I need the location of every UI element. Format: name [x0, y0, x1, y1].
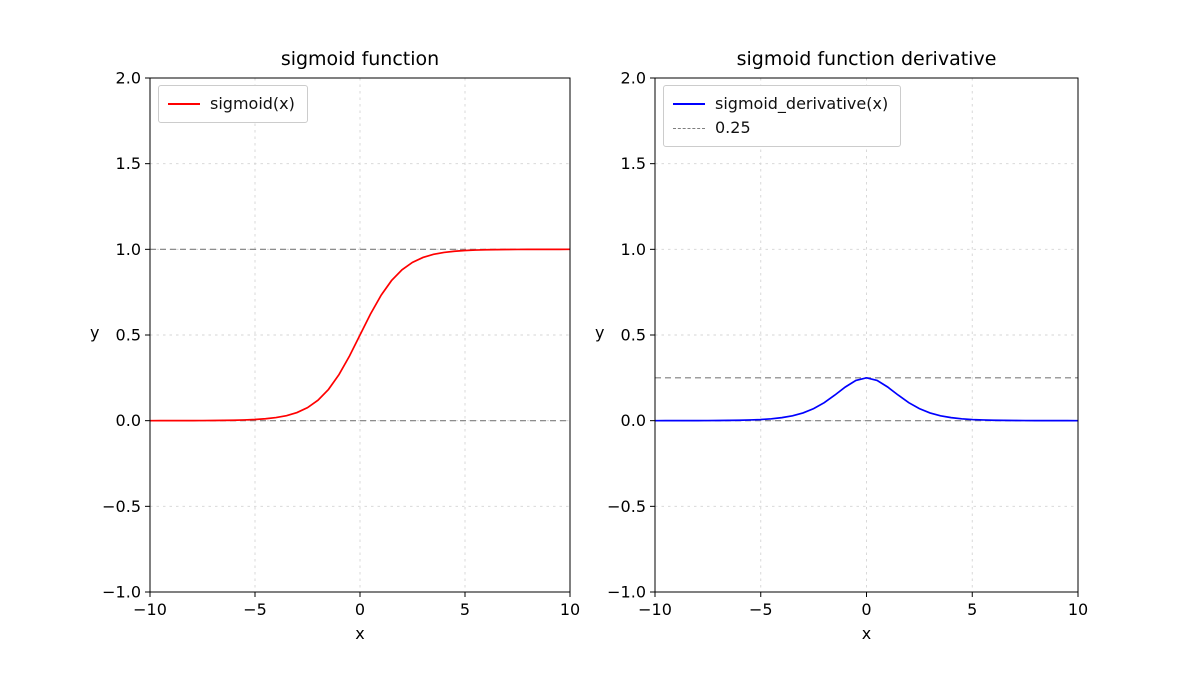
svg-text:−1.0: −1.0: [607, 583, 646, 602]
svg-text:0.0: 0.0: [116, 411, 141, 430]
svg-text:10: 10: [560, 600, 580, 619]
legend-item: sigmoid_derivative(x): [673, 92, 888, 116]
legend-dashed-line-sample: [673, 127, 705, 129]
x-axis-label: x: [861, 624, 872, 643]
svg-text:−0.5: −0.5: [102, 497, 141, 516]
legend-item: sigmoid(x): [168, 92, 295, 116]
svg-text:0: 0: [355, 600, 365, 619]
legend-label: 0.25: [715, 118, 751, 137]
plot-canvas-sigmoid-derivative: −10 −5 0 5 10 −1.0 −0.5 0.0 0.5 1.0 1.5 2.0: [607, 69, 1088, 620]
svg-text:2.0: 2.0: [621, 69, 646, 88]
legend-sigmoid: sigmoid(x): [158, 85, 308, 123]
legend-item: 0.25: [673, 116, 888, 140]
plot-canvas-sigmoid: −10 −5 0 5 10 −1.0 −0.5 0.0 0.5 1.0 1.5 2.0: [102, 69, 580, 620]
svg-text:2.0: 2.0: [116, 69, 141, 88]
svg-text:5: 5: [460, 600, 470, 619]
svg-text:−1.0: −1.0: [102, 583, 141, 602]
svg-text:1.5: 1.5: [116, 154, 141, 173]
subplot-sigmoid: −10 −5 0 5 10 −1.0 −0.5 0.0 0.5 1.0 1.5 2.0 sigmoid…: [90, 48, 580, 643]
svg-text:5: 5: [967, 600, 977, 619]
x-axis-label: x: [355, 624, 365, 643]
svg-text:−10: −10: [133, 600, 167, 619]
svg-text:1.5: 1.5: [621, 154, 646, 173]
plot-title-sigmoid-derivative: sigmoid function derivative: [736, 48, 997, 70]
svg-text:0.5: 0.5: [621, 326, 646, 345]
y-axis-label: y: [90, 323, 100, 342]
svg-text:1.0: 1.0: [116, 240, 141, 259]
svg-text:0.5: 0.5: [116, 326, 141, 345]
svg-text:0: 0: [861, 600, 871, 619]
y-axis-label: y: [595, 323, 605, 342]
legend-sigmoid-derivative: sigmoid_derivative(x) 0.25: [663, 85, 902, 147]
subplot-sigmoid-derivative: −10 −5 0 5 10 −1.0 −0.5 0.0 0.5 1.0 1.5 2.0 sigmoid…: [595, 0, 1200, 675]
legend-line-sample: [168, 103, 200, 105]
svg-text:0.0: 0.0: [621, 411, 646, 430]
svg-text:−0.5: −0.5: [607, 497, 646, 516]
legend-line-sample: [673, 103, 705, 105]
legend-label: sigmoid(x): [210, 94, 295, 113]
legend-label: sigmoid_derivative(x): [715, 94, 889, 113]
svg-text:−5: −5: [749, 600, 773, 619]
svg-text:10: 10: [1068, 600, 1088, 619]
svg-text:−5: −5: [243, 600, 267, 619]
plot-title-sigmoid: sigmoid function: [280, 48, 440, 70]
svg-text:1.0: 1.0: [621, 240, 646, 259]
svg-text:−10: −10: [638, 600, 672, 619]
